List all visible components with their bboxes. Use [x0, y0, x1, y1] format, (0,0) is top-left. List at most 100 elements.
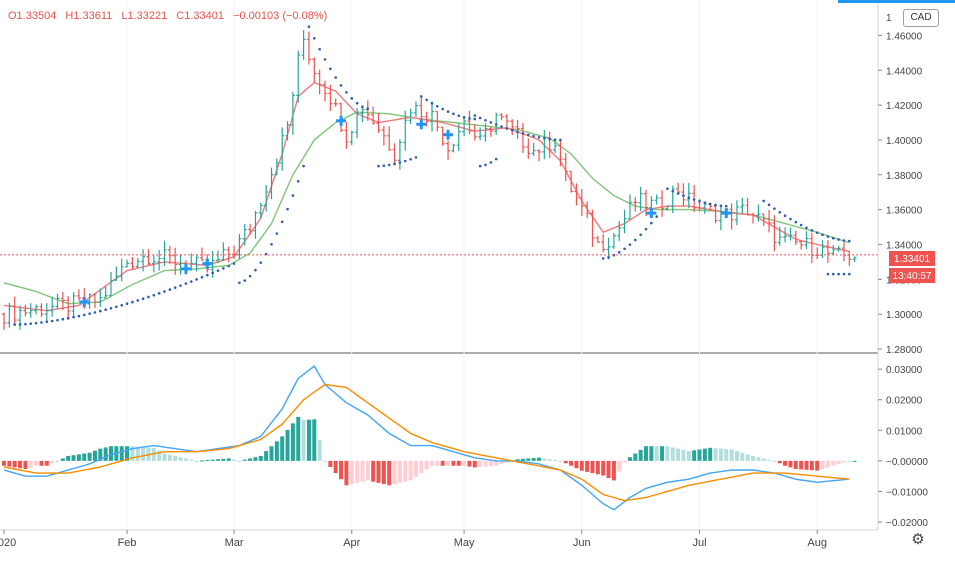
histogram-bar: [852, 460, 857, 462]
histogram-bar: [103, 447, 108, 461]
sar-dot: [152, 293, 156, 297]
histogram-bar: [440, 460, 445, 466]
histogram-bar: [686, 451, 691, 461]
sar-dot: [778, 210, 782, 214]
histogram-bar: [317, 440, 322, 461]
macd-panel[interactable]: [2, 365, 857, 511]
sar-dot: [671, 189, 675, 193]
histogram-bar: [702, 448, 707, 461]
gear-icon[interactable]: ⚙: [911, 531, 925, 548]
histogram-bar: [777, 460, 782, 464]
ohlc-bar-up: [258, 202, 263, 219]
sar-dot: [468, 117, 471, 120]
price-tick-label: 1.28000: [886, 345, 923, 356]
histogram-bar: [173, 455, 178, 461]
ohlc-bar-up: [430, 101, 434, 132]
histogram-bar: [66, 455, 71, 461]
sar-dot: [494, 123, 498, 126]
ohlc-bar-up: [28, 303, 33, 318]
histogram-bar: [248, 458, 253, 461]
histogram-bar: [312, 419, 317, 461]
sar-dot: [200, 275, 204, 279]
macd-tick-label: 0.02000: [886, 396, 923, 407]
cross-marker: [416, 119, 427, 130]
histogram-bar: [799, 460, 804, 470]
histogram-bar: [306, 419, 311, 461]
histogram-bar: [520, 458, 525, 461]
x-tick-label: Mar: [225, 537, 244, 549]
sar-dot: [655, 215, 658, 218]
ohlc-bar-up: [462, 118, 467, 137]
price-badge-bg: [889, 251, 935, 266]
ohlc-bar-down: [60, 291, 65, 311]
sar-dot: [848, 239, 851, 243]
histogram-bar: [633, 453, 638, 461]
histogram-bar: [71, 455, 76, 461]
sar-dot: [537, 135, 541, 139]
ohlc-bar-up: [178, 254, 183, 275]
sar-dot: [168, 288, 172, 291]
histogram-bar: [815, 460, 820, 471]
cross-marker: [443, 129, 454, 140]
ohlc-bar-up: [253, 210, 258, 239]
ohlc-bar-down: [761, 213, 766, 226]
price-tick-label: 1.40000: [886, 136, 923, 147]
price-tick-label: 1.42000: [886, 101, 923, 112]
ohlc-bar-up: [34, 304, 39, 315]
sar-dot: [639, 233, 642, 237]
price-badge: 1.33401: [894, 254, 931, 265]
histogram-bar: [162, 453, 167, 461]
sar-dot: [99, 309, 102, 313]
sar-dot: [767, 203, 771, 207]
change-value: −0.00103 (−0.08%): [233, 10, 328, 22]
ohlc-bar-up: [135, 257, 140, 269]
ohlc-bar-up: [355, 107, 360, 139]
parabolic-sar: [13, 25, 851, 326]
histogram-bar: [504, 460, 509, 463]
sar-dot: [216, 269, 220, 272]
histogram-bar: [456, 460, 461, 466]
sar-dot: [275, 232, 279, 235]
sar-dot: [527, 133, 530, 137]
ohlc-bar-down: [387, 126, 392, 151]
ohlc-bar-down: [558, 140, 563, 167]
histogram-bar: [333, 460, 338, 474]
sar-dot: [40, 321, 43, 324]
histogram-bar: [553, 460, 558, 462]
sar-dot: [56, 318, 59, 322]
ohlc-bar-down: [130, 257, 135, 270]
ohlc-bar-down: [2, 312, 6, 330]
sar-dot: [687, 196, 691, 199]
ohlc-bar-up: [360, 108, 365, 123]
ohlc-bar-up: [216, 250, 220, 264]
ohlc-bar-down: [751, 212, 755, 224]
histogram-bar: [537, 457, 541, 461]
price-panel[interactable]: [0, 25, 878, 330]
ohlc-bar-up: [804, 231, 809, 250]
currency-badge[interactable]: CAD: [903, 9, 939, 27]
sar-dot: [430, 101, 434, 105]
sar-dot: [420, 95, 423, 98]
ohlc-bar-up: [670, 185, 675, 213]
ohlc-bar-down: [595, 235, 600, 244]
sar-dot: [227, 264, 230, 268]
sar-dot: [794, 220, 798, 224]
histogram-bar: [617, 460, 622, 472]
ohlc-bar-up: [638, 186, 643, 212]
price-tick-label: 1.36000: [886, 206, 923, 217]
histogram-bar: [7, 460, 12, 467]
sar-dot: [82, 313, 86, 317]
macd-tick-label: 0.03000: [886, 365, 923, 376]
sar-dot: [676, 192, 680, 195]
histogram-bar: [708, 447, 713, 461]
histogram-bar: [82, 453, 87, 461]
sar-dot: [441, 107, 445, 111]
histogram-bar: [542, 458, 547, 461]
histogram-bar: [344, 460, 349, 486]
sar-dot: [842, 272, 846, 276]
ohlc-bar-up: [783, 227, 788, 243]
histogram-bar: [627, 457, 632, 461]
sar-dot: [313, 36, 316, 40]
ohlc-bar-down: [92, 293, 97, 308]
